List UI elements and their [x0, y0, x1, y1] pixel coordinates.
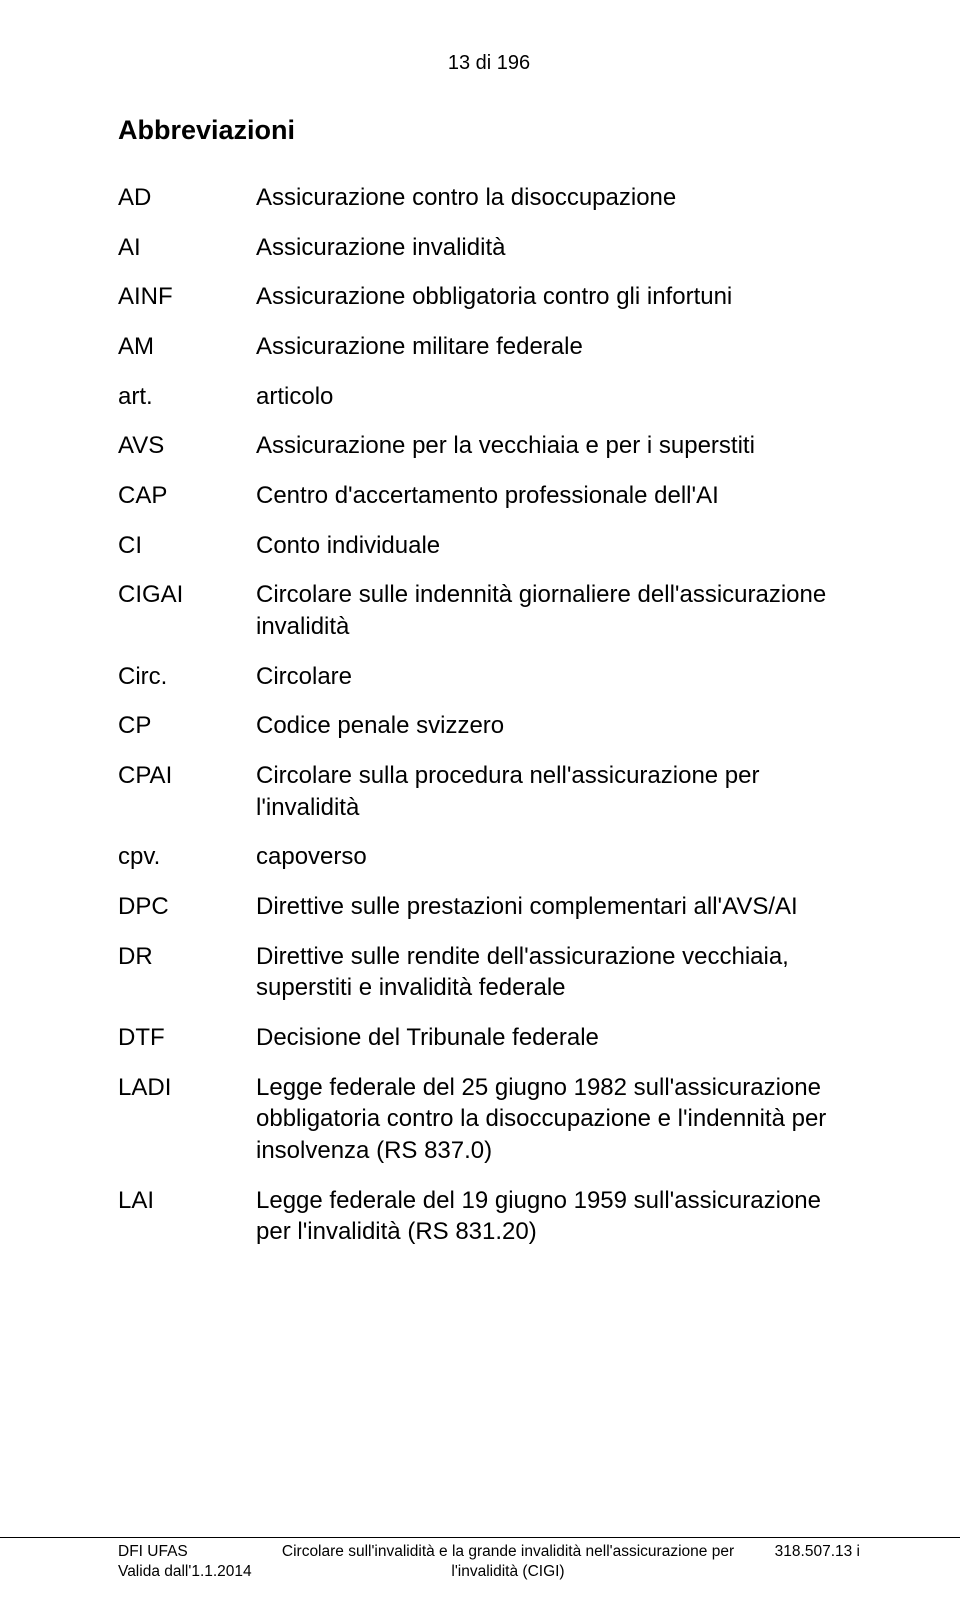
footer-right: 318.507.13 i [760, 1542, 860, 1582]
abbrev-definition: Circolare sulle indennità giornaliere de… [256, 579, 860, 642]
abbrev-row: CAPCentro d'accertamento professionale d… [118, 480, 860, 512]
section-title: Abbreviazioni [118, 115, 860, 146]
abbrev-definition: articolo [256, 381, 860, 413]
abbreviations-table: ADAssicurazione contro la disoccupazione… [118, 182, 860, 1248]
abbrev-term: AVS [118, 430, 256, 462]
abbrev-row: AIAssicurazione invalidità [118, 232, 860, 264]
footer-validity: Valida dall'1.1.2014 [118, 1562, 256, 1582]
footer-left: DFI UFAS Valida dall'1.1.2014 [118, 1542, 256, 1582]
abbrev-term: cpv. [118, 841, 256, 873]
abbrev-definition: Assicurazione obbligatoria contro gli in… [256, 281, 860, 313]
abbrev-term: CAP [118, 480, 256, 512]
abbrev-term: Circ. [118, 661, 256, 693]
abbrev-row: DTFDecisione del Tribunale federale [118, 1022, 860, 1054]
footer-center: Circolare sull'invalidità e la grande in… [256, 1542, 760, 1582]
abbrev-term: AINF [118, 281, 256, 313]
abbrev-row: DRDirettive sulle rendite dell'assicuraz… [118, 941, 860, 1004]
abbrev-definition: Conto individuale [256, 530, 860, 562]
abbrev-definition: Legge federale del 19 giugno 1959 sull'a… [256, 1185, 860, 1248]
abbrev-row: LAILegge federale del 19 giugno 1959 sul… [118, 1185, 860, 1248]
abbrev-term: CP [118, 710, 256, 742]
abbrev-definition: Decisione del Tribunale federale [256, 1022, 860, 1054]
abbrev-definition: Legge federale del 25 giugno 1982 sull'a… [256, 1072, 860, 1167]
abbrev-term: DTF [118, 1022, 256, 1054]
abbrev-definition: Assicurazione contro la disoccupazione [256, 182, 860, 214]
abbrev-definition: Direttive sulle rendite dell'assicurazio… [256, 941, 860, 1004]
abbrev-row: CIConto individuale [118, 530, 860, 562]
abbrev-definition: Codice penale svizzero [256, 710, 860, 742]
abbrev-row: CPAICircolare sulla procedura nell'assic… [118, 760, 860, 823]
document-page: 13 di 196 Abbreviazioni ADAssicurazione … [0, 0, 960, 1624]
abbrev-row: CPCodice penale svizzero [118, 710, 860, 742]
abbrev-row: Circ.Circolare [118, 661, 860, 693]
abbrev-term: LAI [118, 1185, 256, 1217]
abbrev-row: AVSAssicurazione per la vecchiaia e per … [118, 430, 860, 462]
abbrev-definition: Circolare [256, 661, 860, 693]
abbrev-term: AD [118, 182, 256, 214]
abbrev-row: AMAssicurazione militare federale [118, 331, 860, 363]
abbrev-row: ADAssicurazione contro la disoccupazione [118, 182, 860, 214]
abbrev-definition: Centro d'accertamento professionale dell… [256, 480, 860, 512]
abbrev-row: LADILegge federale del 25 giugno 1982 su… [118, 1072, 860, 1167]
abbrev-definition: Assicurazione militare federale [256, 331, 860, 363]
abbrev-term: CPAI [118, 760, 256, 792]
abbrev-term: CI [118, 530, 256, 562]
abbrev-term: DR [118, 941, 256, 973]
abbrev-definition: Direttive sulle prestazioni complementar… [256, 891, 860, 923]
abbrev-term: AM [118, 331, 256, 363]
abbrev-definition: capoverso [256, 841, 860, 873]
abbrev-term: DPC [118, 891, 256, 923]
abbrev-term: LADI [118, 1072, 256, 1104]
abbrev-row: AINFAssicurazione obbligatoria contro gl… [118, 281, 860, 313]
abbrev-row: DPCDirettive sulle prestazioni complemen… [118, 891, 860, 923]
abbrev-row: CIGAICircolare sulle indennità giornalie… [118, 579, 860, 642]
abbrev-row: cpv.capoverso [118, 841, 860, 873]
abbrev-term: AI [118, 232, 256, 264]
page-number: 13 di 196 [118, 52, 860, 75]
abbrev-definition: Assicurazione per la vecchiaia e per i s… [256, 430, 860, 462]
abbrev-term: CIGAI [118, 579, 256, 611]
footer-org: DFI UFAS [118, 1542, 256, 1562]
abbrev-definition: Assicurazione invalidità [256, 232, 860, 264]
page-footer: DFI UFAS Valida dall'1.1.2014 Circolare … [0, 1537, 960, 1582]
abbrev-row: art.articolo [118, 381, 860, 413]
abbrev-definition: Circolare sulla procedura nell'assicuraz… [256, 760, 860, 823]
abbrev-term: art. [118, 381, 256, 413]
